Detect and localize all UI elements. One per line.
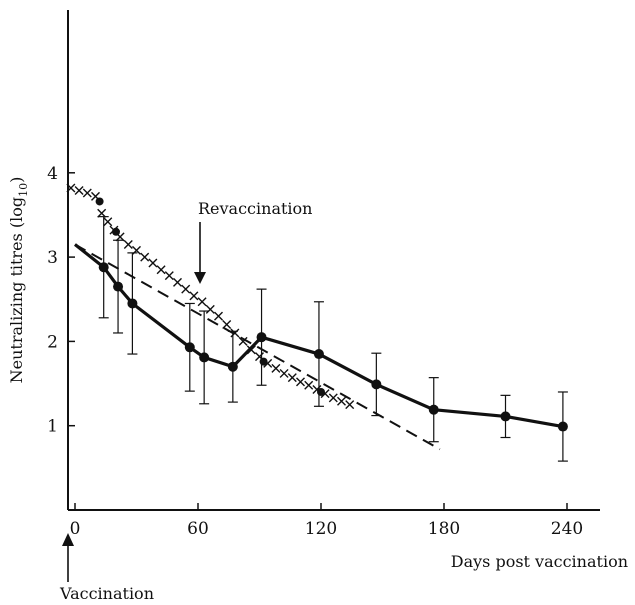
series-dashed (74, 243, 441, 451)
y-tick-label: 1 (47, 417, 58, 437)
data-point (313, 349, 324, 360)
data-point (127, 298, 138, 309)
series-solid-with-markers (74, 216, 568, 462)
x-marker (246, 345, 256, 355)
data-point (184, 342, 195, 353)
dot-marker (259, 357, 268, 366)
x-marker (148, 258, 158, 268)
data-point (256, 332, 267, 343)
data-point (500, 411, 511, 422)
x-marker (230, 328, 240, 338)
data-point (227, 361, 238, 372)
data-point (371, 379, 382, 390)
series-layer (66, 183, 568, 462)
x-tick-label: 120 (305, 519, 337, 539)
x-marker (132, 245, 141, 255)
x-marker (287, 373, 297, 383)
x-marker (97, 208, 107, 218)
vaccination-arrow (62, 533, 74, 582)
x-marker (173, 277, 182, 287)
x-marker (123, 239, 133, 249)
x-marker (164, 271, 174, 281)
x-marker (140, 252, 150, 262)
dot-marker (317, 387, 325, 396)
data-point (98, 262, 109, 273)
revaccination-label: Revaccination (198, 199, 312, 218)
data-point (557, 421, 568, 432)
x-tick-label: 180 (428, 519, 460, 539)
vaccination-label: Vaccination (59, 584, 154, 603)
x-tick-label: 240 (551, 519, 583, 539)
x-marker (181, 284, 191, 294)
x-marker (66, 183, 76, 193)
x-marker (296, 377, 305, 387)
x-axis-label: Days post vaccination (451, 552, 628, 571)
series-dot-markers (95, 197, 325, 396)
data-point (428, 404, 439, 415)
dot-marker (95, 197, 104, 206)
x-marker (197, 297, 207, 307)
y-axis-label: Neutralizing titres (log10) (7, 177, 30, 384)
x-marker (238, 336, 248, 346)
x-tick-label: 0 (70, 519, 81, 539)
data-point (113, 281, 124, 292)
x-marker (279, 368, 289, 378)
dot-marker (112, 227, 120, 236)
x-marker (189, 291, 199, 301)
y-tick-label: 3 (47, 248, 58, 268)
x-marker (337, 396, 346, 406)
dashed-line (74, 243, 441, 451)
x-marker (74, 186, 84, 195)
x-marker (304, 380, 314, 390)
x-marker (345, 400, 355, 410)
x-marker (222, 320, 232, 330)
x-marker (271, 363, 281, 373)
ticks: 0 60 120 180 240 1 2 3 4 (47, 164, 583, 539)
revaccination-arrow (194, 222, 206, 284)
x-marker (156, 265, 166, 275)
x-marker (328, 393, 338, 403)
x-marker (103, 217, 113, 227)
x-marker (214, 311, 223, 321)
axes (67, 10, 600, 511)
x-tick-label: 60 (187, 519, 209, 539)
x-marker (82, 188, 92, 198)
y-tick-label: 2 (47, 332, 58, 352)
x-marker (205, 304, 215, 314)
y-tick-label: 4 (47, 164, 58, 184)
data-point (199, 352, 210, 363)
